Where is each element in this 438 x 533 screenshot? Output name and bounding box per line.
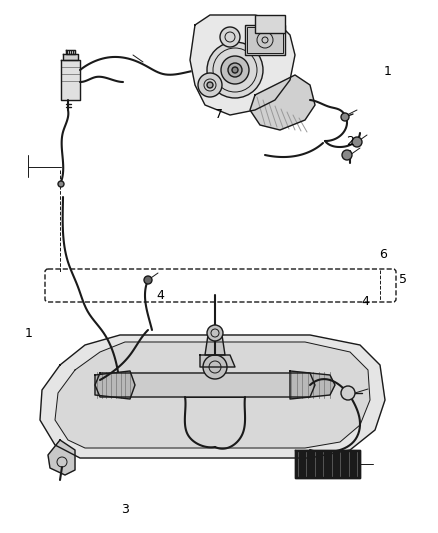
Polygon shape <box>40 335 385 458</box>
Polygon shape <box>61 60 80 100</box>
Circle shape <box>341 113 349 121</box>
Circle shape <box>58 181 64 187</box>
Circle shape <box>232 67 238 73</box>
Bar <box>255 15 285 33</box>
Circle shape <box>228 63 242 77</box>
Polygon shape <box>250 75 315 130</box>
Circle shape <box>198 73 222 97</box>
Text: 5: 5 <box>399 273 407 286</box>
Text: 7: 7 <box>215 108 223 121</box>
Text: 3: 3 <box>121 503 129 515</box>
Polygon shape <box>95 373 315 397</box>
Text: 2: 2 <box>346 135 354 148</box>
Bar <box>247 27 283 53</box>
Polygon shape <box>63 54 78 60</box>
Polygon shape <box>205 335 225 355</box>
Circle shape <box>207 82 213 88</box>
Text: 1: 1 <box>25 327 32 340</box>
Polygon shape <box>295 450 360 478</box>
Polygon shape <box>190 15 295 115</box>
Circle shape <box>207 42 263 98</box>
Text: 1: 1 <box>384 66 392 78</box>
Bar <box>245 25 285 55</box>
Text: 4: 4 <box>156 289 164 302</box>
Circle shape <box>203 355 227 379</box>
Polygon shape <box>48 440 75 475</box>
Polygon shape <box>66 50 75 54</box>
Polygon shape <box>55 342 370 448</box>
Text: 6: 6 <box>379 248 387 261</box>
Polygon shape <box>290 371 335 399</box>
Polygon shape <box>200 355 235 367</box>
Circle shape <box>342 150 352 160</box>
Text: 4: 4 <box>362 295 370 308</box>
Circle shape <box>221 56 249 84</box>
Circle shape <box>352 137 362 147</box>
Circle shape <box>207 325 223 341</box>
Circle shape <box>341 386 355 400</box>
Circle shape <box>220 27 240 47</box>
Circle shape <box>144 276 152 284</box>
Polygon shape <box>95 371 135 399</box>
